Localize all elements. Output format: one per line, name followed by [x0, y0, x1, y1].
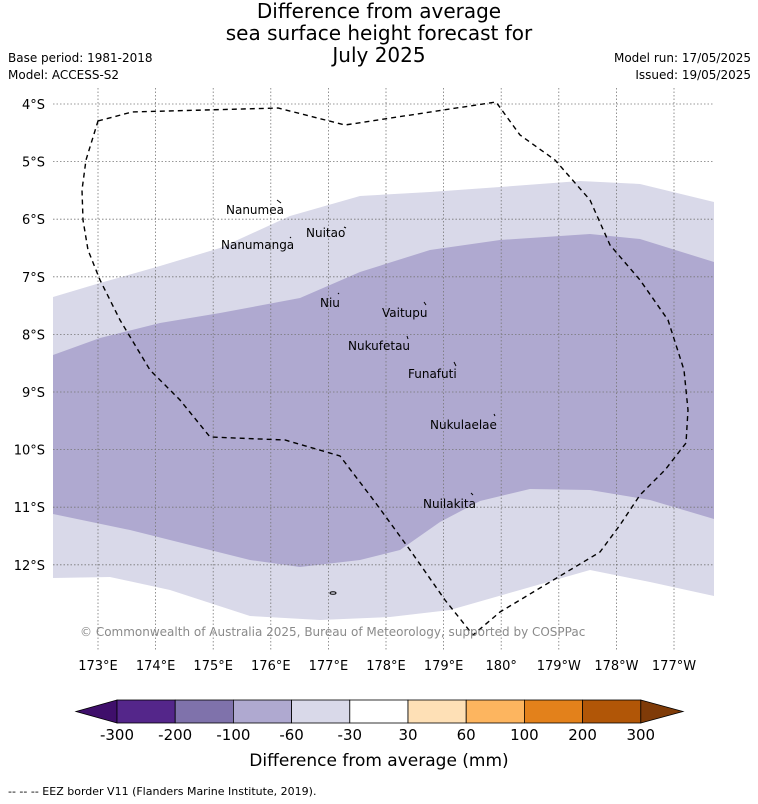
colorbar-segment — [524, 699, 584, 724]
longitude-label: 178°W — [594, 659, 638, 674]
colorbar-tick-labels: -300 -200 -100 -60 -30 30 60 100 200 300 — [100, 726, 655, 744]
run-info: Model run: 17/05/2025 Issued: 19/05/2025 — [614, 50, 751, 84]
longitude-label: 176°E — [251, 659, 291, 674]
anomaly-field — [53, 181, 714, 620]
longitude-label: 173°E — [78, 659, 118, 674]
latitude-label: 4°S — [22, 98, 45, 113]
footer-note: -- -- -- EEZ border V11 (Flanders Marine… — [8, 785, 317, 798]
island-label-nuitao: Nuitao — [306, 226, 345, 240]
title-line-3: July 2025 — [332, 43, 426, 67]
copyright-notice: © Commonwealth of Australia 2025, Bureau… — [80, 625, 585, 639]
funafuti-island-mark — [453, 361, 457, 367]
island-labels: Nanumea Nuitao Nanumanga Niu Vaitupu Nuk… — [221, 203, 497, 511]
base-info: Base period: 1981-2018 Model: ACCESS-S2 — [8, 50, 153, 84]
colorbar — [74, 699, 685, 724]
colorbar-segment — [174, 699, 234, 724]
longitude-label: 175°E — [193, 659, 233, 674]
colorbar-tick-label: 300 — [626, 726, 655, 744]
latitude-label: 9°S — [22, 386, 45, 401]
model-name: Model: ACCESS-S2 — [8, 68, 120, 82]
map-grid — [53, 88, 714, 650]
nuilakita-island-mark — [470, 492, 474, 496]
eez-border — [81, 101, 689, 637]
longitude-label: 174°E — [136, 659, 176, 674]
latitude-label: 10°S — [14, 444, 45, 459]
nuitao-island-mark — [343, 226, 347, 229]
colorbar-segment — [232, 699, 292, 724]
longitude-labels: 173°E 174°E 175°E 176°E 177°E 178°E 179°E 180° 1… — [78, 659, 696, 674]
issued-date: Issued: 19/05/2025 — [635, 68, 751, 82]
colorbar-segment — [582, 699, 642, 724]
longitude-label: 180° — [486, 659, 517, 674]
colorbar-segment — [291, 699, 351, 724]
longitude-label: 179°E — [424, 659, 464, 674]
island-label-nukufetau: Nukufetau — [348, 339, 410, 353]
nukufetau-island-mark — [406, 335, 409, 340]
longitude-label: 179°W — [537, 659, 581, 674]
longitude-label: 178°E — [366, 659, 406, 674]
latitude-label: 7°S — [22, 271, 45, 286]
colorbar-tick-label: -30 — [338, 726, 363, 744]
island-markers — [276, 199, 496, 595]
title-line-2: sea surface height forecast for — [225, 21, 533, 45]
colorbar-tick-label: 60 — [457, 726, 476, 744]
colorbar-segment — [116, 699, 176, 724]
island-label-nuilakita: Nuilakita — [423, 497, 476, 511]
colorbar-segment — [407, 699, 467, 724]
latitude-label: 8°S — [22, 328, 45, 343]
latitude-label: 6°S — [22, 213, 45, 228]
latitude-label: 11°S — [14, 501, 45, 516]
island-label-nukulaelae: Nukulaelae — [430, 418, 497, 432]
island-label-vaitupu: Vaitupu — [382, 306, 428, 320]
island-label-funafuti: Funafuti — [408, 367, 457, 381]
colorbar-tick-label: -200 — [158, 726, 192, 744]
colorbar-extend-low — [74, 699, 118, 724]
island-label-nanumea: Nanumea — [226, 203, 284, 217]
band-mid — [53, 234, 714, 567]
colorbar-extend-high — [640, 699, 685, 724]
island-label-niu: Niu — [320, 296, 340, 310]
latitude-label: 12°S — [14, 559, 45, 574]
nukulaelae-island-mark — [493, 413, 496, 417]
colorbar-segment — [465, 699, 525, 724]
colorbar-title: Difference from average (mm) — [249, 751, 509, 771]
nanumanga-island-mark — [289, 236, 292, 239]
colorbar-tick-label: 100 — [510, 726, 539, 744]
nanumea-island-mark — [276, 199, 282, 204]
colorbar-tick-label: 200 — [568, 726, 597, 744]
longitude-label: 177°W — [652, 659, 696, 674]
colorbar-tick-label: -300 — [100, 726, 134, 744]
latitude-labels: 4°S 5°S 6°S 7°S 8°S 9°S 10°S 11°S 12°S — [14, 98, 45, 574]
vaitupu-island-mark — [423, 301, 427, 306]
colorbar-tick-label: -60 — [279, 726, 304, 744]
latitude-label: 5°S — [22, 156, 45, 171]
base-period: Base period: 1981-2018 — [8, 51, 153, 65]
map-title: Difference from average sea surface heig… — [0, 0, 758, 66]
niu-island-mark — [337, 292, 340, 295]
reef-mark — [329, 591, 337, 595]
colorbar-tick-label: -100 — [216, 726, 250, 744]
title-line-1: Difference from average — [256, 0, 502, 23]
colorbar-segment — [349, 699, 409, 724]
longitude-label: 177°E — [309, 659, 349, 674]
island-label-nanumanga: Nanumanga — [221, 238, 294, 252]
colorbar-tick-label: 30 — [398, 726, 417, 744]
model-run: Model run: 17/05/2025 — [613, 51, 751, 65]
